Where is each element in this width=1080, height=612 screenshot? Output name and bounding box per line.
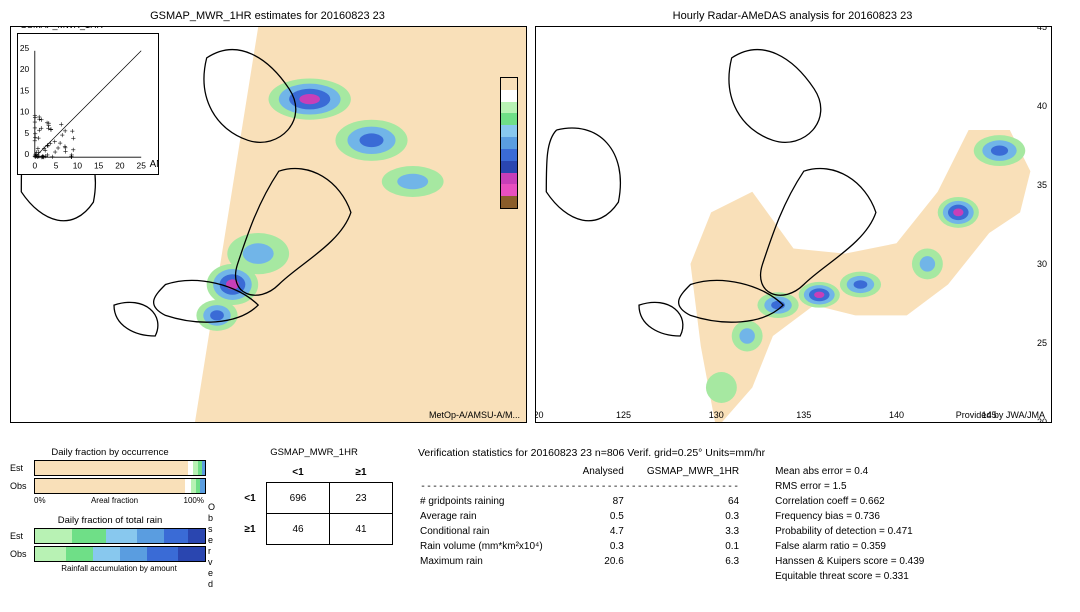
score-row: RMS error = 1.5 [775,480,924,493]
frac-occ-axis: 0% Areal fraction 100% [34,496,204,505]
frac-tot-axis: Rainfall accumulation by amount [34,564,204,573]
stat-a: 87 [568,495,635,508]
left-map-footer: MetOp-A/AMSU-A/M... [429,410,520,420]
stat-b: 0.3 [638,510,751,523]
fraction-column: Daily fraction by occurrence Est Obs 0% A… [10,447,210,573]
right-map: Provided by JWA/JMA 12012513013514014545… [535,26,1052,423]
right-map-footer: Provided by JWA/JMA [956,410,1045,420]
stats-col-b: GSMAP_MWR_1HR [638,465,751,478]
ct-col-0: <1 [267,462,330,483]
stat-a: 4.7 [568,525,635,538]
frac-row-obs: Obs [10,478,210,494]
ct-01: 23 [330,483,393,514]
stat-label: Maximum rain [420,555,566,568]
svg-text:15: 15 [94,160,104,170]
right-map-title: Hourly Radar-AMeDAS analysis for 2016082… [535,10,1050,22]
svg-text:15: 15 [20,85,30,95]
scores-table: Mean abs error = 0.4 RMS error = 1.5 Corre… [773,463,926,585]
axis-lab: Areal fraction [91,496,138,505]
svg-text:10: 10 [73,160,83,170]
stat-a: 20.6 [568,555,635,568]
score-row: Probability of detection = 0.471 [775,525,924,538]
ct-side-label: Observed [208,502,215,590]
stats-header: Verification statistics for 20160823 23 … [418,447,1070,459]
score-row: Hanssen & Kuipers score = 0.439 [775,555,924,568]
svg-text:0: 0 [25,149,30,159]
inset-scatter: GSMAP_MWR_1HR 00551010151520202525 ANAL [17,33,159,175]
axis-100: 100% [184,496,204,505]
stats-column: Verification statistics for 20160823 23 … [418,447,1070,585]
inset-xlabel: ANAL [150,159,158,170]
ct-col-1: ≥1 [330,462,393,483]
ct-10: 46 [267,514,330,545]
contingency-table: <1 ≥1 <1 696 23 ≥1 46 41 [234,462,393,545]
stat-a: 0.5 [568,510,635,523]
stat-b: 0.1 [638,540,751,553]
colorbar [500,77,518,209]
frac-row-est: Est [10,528,210,544]
stat-label: Conditional rain [420,525,566,538]
frac-tot-title: Daily fraction of total rain [10,515,210,526]
axis-0: 0% [34,496,46,505]
stat-a: 0.3 [568,540,635,553]
ct-row-0: <1 [234,483,267,514]
inset-svg: 00 5 5 10 10 15 15 20 20 25 25 ANAL [18,34,158,174]
stat-label: # gridpoints raining [420,495,566,508]
inset-title: GSMAP_MWR_1HR [20,26,103,30]
left-map-title: GSMAP_MWR_1HR estimates for 20160823 23 [10,10,525,22]
ct-00: 696 [267,483,330,514]
dash-line: ----------------------------------------… [420,480,751,493]
frac-row-est: Est [10,460,210,476]
svg-text:5: 5 [54,160,59,170]
svg-text:10: 10 [20,107,30,117]
axis-lab2: Rainfall accumulation by amount [34,564,204,573]
left-map: GSMAP_MWR_1HR 00551010151520202525 ANAL … [10,26,527,423]
stat-b: 64 [638,495,751,508]
contingency-column: GSMAP_MWR_1HR Observed <1 ≥1 <1 696 23 ≥… [224,447,404,545]
stats-col-a: Analysed [568,465,635,478]
score-row: Mean abs error = 0.4 [775,465,924,478]
frac-occ-title: Daily fraction by occurrence [10,447,210,458]
svg-text:20: 20 [115,160,125,170]
svg-text:20: 20 [20,64,30,74]
score-row: Equitable threat score = 0.331 [775,570,924,583]
stat-b: 3.3 [638,525,751,538]
svg-text:25: 25 [137,160,147,170]
frac-row-obs: Obs [10,546,210,562]
svg-text:25: 25 [20,43,30,53]
score-row: Frequency bias = 0.736 [775,510,924,523]
ct-title: GSMAP_MWR_1HR [224,447,404,458]
stat-label: Average rain [420,510,566,523]
right-map-svg [536,27,1051,423]
svg-text:0: 0 [32,160,37,170]
score-row: Correlation coeff = 0.662 [775,495,924,508]
stats-table: Analysed GSMAP_MWR_1HR -----------------… [418,463,753,570]
left-map-panel: GSMAP_MWR_1HR estimates for 20160823 23 … [10,10,525,423]
svg-text:5: 5 [25,128,30,138]
stat-b: 6.3 [638,555,751,568]
stat-label: Rain volume (mm*km²x10⁴) [420,540,566,553]
ct-11: 41 [330,514,393,545]
ct-row-1: ≥1 [234,514,267,545]
score-row: False alarm ratio = 0.359 [775,540,924,553]
right-map-panel: Hourly Radar-AMeDAS analysis for 2016082… [535,10,1050,423]
swath-polygon [176,27,526,423]
